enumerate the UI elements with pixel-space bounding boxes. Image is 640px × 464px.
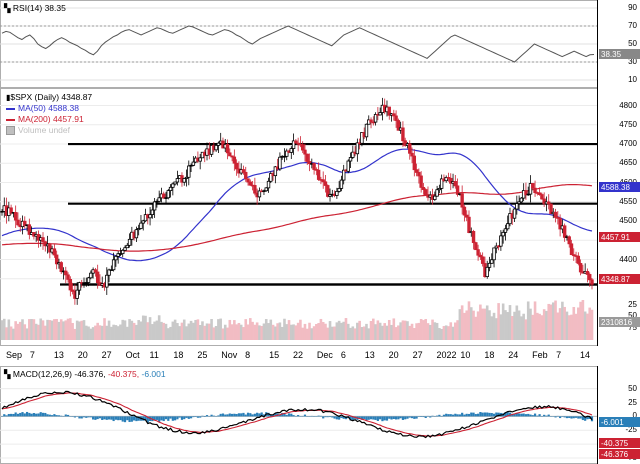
date-tick-label: 13 (364, 350, 375, 360)
line-marker-icon (6, 118, 15, 121)
rsi-plot (0, 0, 640, 88)
date-tick-label: 2022 (436, 350, 457, 360)
macd-title-macd: -46.376, (74, 369, 106, 379)
price-plot (0, 88, 640, 346)
axis-tick: 30 (628, 57, 637, 66)
axis-tick: 4550 (619, 196, 637, 206)
axis-tick: -25 (625, 425, 637, 435)
date-tick-label: 15 (269, 350, 280, 360)
price-axis: 4800475047004650460045504500445044004350… (597, 88, 640, 346)
price-legend-label: MA(50) 4588.38 (18, 103, 79, 113)
price-legend-item: ▮$SPX (Daily) 4348.87 (6, 92, 92, 103)
axis-tick: 90 (628, 3, 637, 12)
price-value-box: -6.001 (599, 416, 640, 427)
date-tick-label: 27 (101, 350, 112, 360)
date-tick-label: 20 (77, 350, 88, 360)
date-tick-label: Sep (6, 350, 23, 360)
date-tick-label: Nov (221, 350, 238, 360)
price-value-box: 4588.38 (599, 182, 640, 192)
date-tick-label: 10 (460, 350, 471, 360)
axis-tick: 10 (628, 75, 637, 84)
rsi-panel: ▚ RSI(14) 38.35 90 70 50 30 10 38.35 (0, 0, 640, 88)
macd-title: ▚ MACD(12,26,9) -46.376, -40.375, -6.001 (4, 369, 166, 379)
macd-title-name: MACD(12,26,9) (12, 369, 72, 379)
line-marker-icon (6, 107, 15, 110)
date-tick-label: 7 (29, 350, 35, 360)
rsi-axis: 90 70 50 30 10 38.35 (597, 0, 640, 88)
date-tick-label: 18 (484, 350, 495, 360)
axis-tick: 50 (628, 311, 637, 321)
price-value-box: 38.35 (599, 49, 640, 60)
price-legend-item: Volume undef (6, 125, 70, 136)
date-tick-label: 18 (173, 350, 184, 360)
price-value-box: -46.376 (599, 449, 640, 460)
macd-title-signal: -40.375, (107, 369, 140, 379)
price-legend-item: MA(50) 4588.38 (6, 103, 79, 113)
macd-panel: ▚ MACD(12,26,9) -46.376, -40.375, -6.001… (0, 366, 640, 464)
axis-tick: 50 (628, 39, 637, 48)
axis-tick: 4500 (619, 216, 637, 226)
chart-icon: ▚ (4, 369, 11, 379)
price-legend-item: MA(200) 4457.91 (6, 114, 84, 124)
date-tick-label: Dec (316, 350, 333, 360)
axis-tick: 25 (628, 299, 637, 309)
axis-tick: 4400 (619, 254, 637, 264)
price-panel: ▮$SPX (Daily) 4348.87 MA(50) 4588.38 MA(20… (0, 88, 640, 346)
price-value-box: 4457.91 (599, 232, 640, 243)
date-tick-label: 6 (340, 350, 346, 360)
axis-tick: 4750 (619, 119, 637, 129)
price-value-box: -40.375 (599, 437, 640, 448)
date-tick-label: Feb (532, 350, 548, 360)
macd-axis: 50250-25-50-75-6.001-40.375-46.376 (597, 366, 640, 464)
date-axis: Sep 7 13 20 27 Oct 11 18 25 Nov 8 15 22 Dec 6 13 20 27 202… (0, 346, 640, 366)
date-tick-label: 13 (53, 350, 64, 360)
macd-title-hist: -6.001 (141, 369, 166, 379)
price-value-box: 2310816 (599, 317, 640, 327)
date-tick-label: 7 (556, 350, 562, 360)
date-tick-label: 25 (197, 350, 208, 360)
axis-tick: 50 (628, 383, 637, 393)
date-tick-label: 20 (388, 350, 399, 360)
date-tick-label: 8 (245, 350, 251, 360)
axis-tick: 75 (628, 323, 637, 333)
axis-tick: 4800 (619, 100, 637, 110)
date-tick-label: 27 (412, 350, 423, 360)
price-legend-label: Volume undef (18, 125, 70, 135)
square-marker-icon (6, 126, 15, 136)
rsi-title: ▚ RSI(14) 38.35 (4, 3, 66, 13)
date-tick-label: 22 (293, 350, 304, 360)
price-legend-label: MA(200) 4457.91 (18, 114, 84, 124)
axis-tick: 25 (628, 397, 637, 407)
axis-tick: 4650 (619, 158, 637, 168)
axis-tick: 0 (633, 412, 637, 420)
date-tick-label: Oct (125, 350, 140, 360)
axis-tick: 70 (628, 21, 637, 30)
date-tick-label: 14 (580, 350, 591, 360)
macd-plot (0, 366, 640, 464)
date-tick-label: 24 (508, 350, 519, 360)
price-value-box: 4348.87 (599, 274, 640, 285)
axis-tick: 4700 (619, 139, 637, 149)
price-legend-label: $SPX (Daily) 4348.87 (10, 92, 93, 102)
date-tick-label: 11 (149, 350, 159, 360)
chart-icon: ▚ (4, 3, 11, 13)
candle-marker-icon: ▮ (6, 93, 11, 102)
